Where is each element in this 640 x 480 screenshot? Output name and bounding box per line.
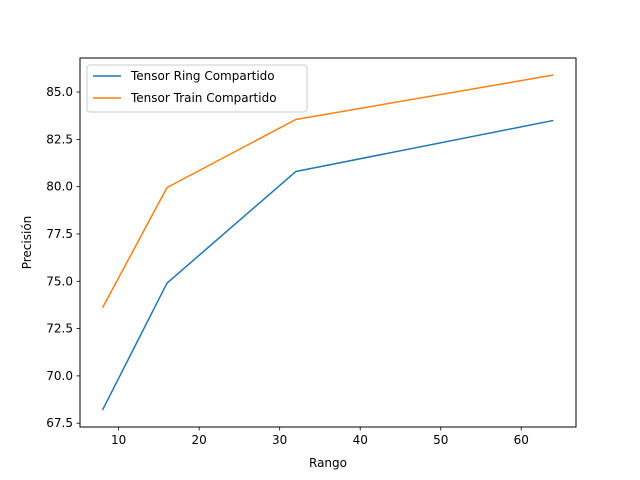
legend-label: Tensor Train Compartido <box>130 91 277 105</box>
y-axis-label: Precisión <box>20 216 34 270</box>
legend-box <box>86 64 308 113</box>
y-tick-label: 67.5 <box>46 416 73 430</box>
y-tick-label: 85.0 <box>46 85 73 99</box>
axes-frame <box>79 57 577 428</box>
x-tick-label: 20 <box>192 433 207 447</box>
y-tick-label: 72.5 <box>46 322 73 336</box>
y-tick-label: 82.5 <box>46 132 73 146</box>
legend: Tensor Ring Compartido Tensor Train Compa… <box>86 64 308 113</box>
x-axis-ticks: 10 20 30 40 50 60 <box>111 427 529 447</box>
series-line-2 <box>101 74 554 309</box>
legend-label: Tensor Ring Compartido <box>130 69 275 83</box>
y-axis-ticks: 67.5 70.0 72.5 75.0 77.5 80.0 82.5 85.0 <box>46 85 80 430</box>
series-lines <box>101 74 554 411</box>
y-tick-label: 75.0 <box>46 274 73 288</box>
x-tick-label: 50 <box>433 433 448 447</box>
x-tick-label: 30 <box>272 433 287 447</box>
x-tick-label: 60 <box>514 433 529 447</box>
y-tick-label: 77.5 <box>46 227 73 241</box>
series-line-1 <box>101 119 554 411</box>
x-axis-label: Rango <box>309 456 347 470</box>
x-tick-label: 10 <box>111 433 126 447</box>
y-tick-label: 80.0 <box>46 180 73 194</box>
x-tick-label: 40 <box>353 433 368 447</box>
y-tick-label: 70.0 <box>46 369 73 383</box>
